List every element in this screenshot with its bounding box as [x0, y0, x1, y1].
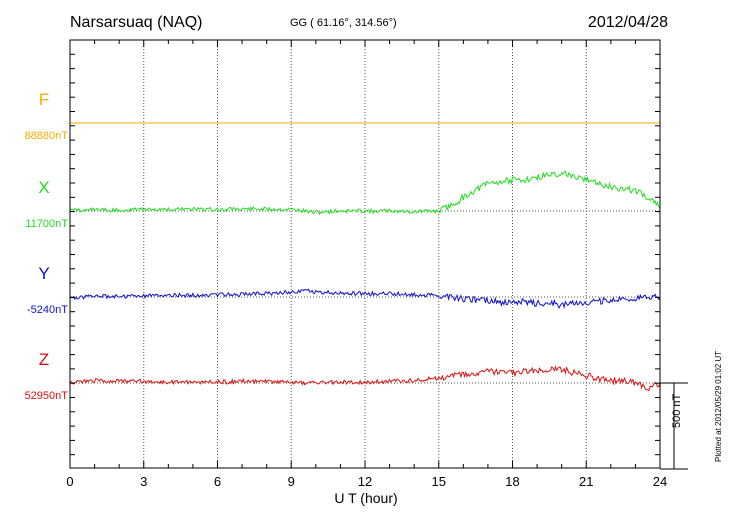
trace-x: [69, 170, 661, 216]
x-tick-label-12: 12: [357, 474, 373, 489]
axis-ticks: [69, 40, 661, 468]
scale-bar: [660, 382, 688, 470]
date-label: 2012/04/28: [587, 14, 668, 31]
x-tick-label-15: 15: [431, 474, 446, 489]
plotted-timestamp: Plotted at 2012/05/29 01:02 UT: [714, 350, 723, 462]
traces: [69, 122, 661, 392]
trace-z: [69, 365, 661, 392]
channel-baseline-z: 52950nT: [24, 390, 68, 402]
channel-baseline-y: -5240nT: [27, 304, 68, 316]
channel-baseline-f: 88880nT: [24, 130, 68, 142]
channel-label-x: X: [38, 178, 50, 197]
x-axis-label: U T (hour): [334, 490, 398, 506]
station-title: Narsarsuaq (NAQ): [70, 14, 203, 31]
channel-label-y: Y: [38, 264, 50, 283]
channel-label-z: Z: [38, 350, 50, 369]
scale-bar-label: 500 nT: [671, 393, 683, 428]
x-tick-label-24: 24: [652, 474, 668, 489]
x-tick-label-0: 0: [66, 474, 74, 489]
x-tick-label-9: 9: [287, 474, 295, 489]
coords-label: GG ( 61.16°, 314.56°): [290, 17, 397, 29]
grid: [70, 40, 660, 468]
x-tick-label-3: 3: [140, 474, 148, 489]
trace-y: [69, 288, 661, 310]
x-tick-label-18: 18: [505, 474, 520, 489]
channel-label-f: F: [38, 90, 50, 109]
x-tick-label-6: 6: [213, 474, 222, 489]
channel-baseline-x: 11700nT: [25, 218, 68, 230]
x-tick-label-21: 21: [579, 474, 594, 489]
